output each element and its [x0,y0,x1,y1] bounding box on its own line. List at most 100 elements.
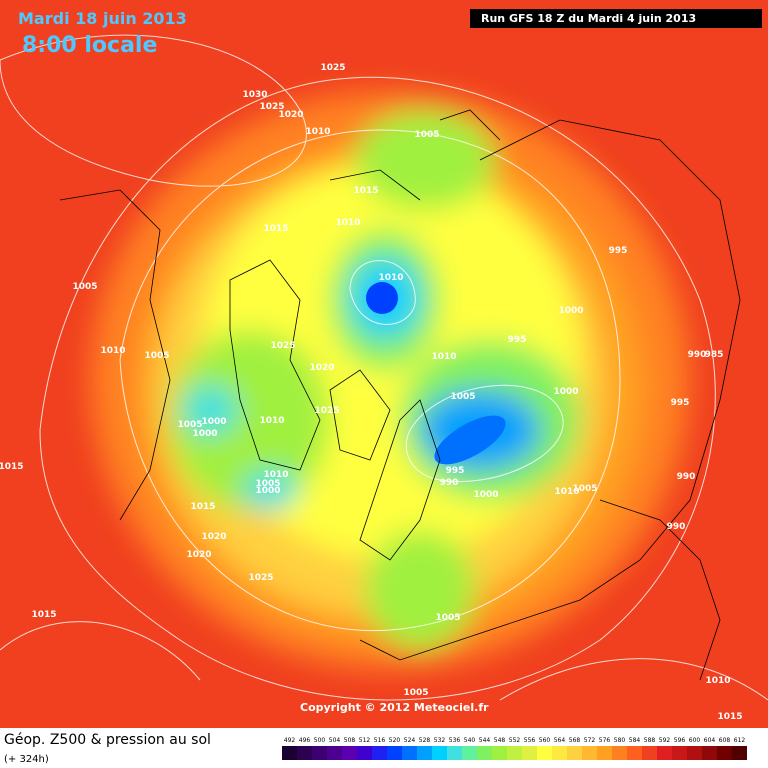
scale-swatch [387,746,402,760]
scale-label: 576 [599,737,611,744]
scale-label: 580 [614,737,626,744]
isobar-label: 1025 [248,573,273,583]
isobar-label: 1030 [242,90,267,100]
isobar-label: 1005 [144,351,169,361]
isobar-label: 995 [609,246,628,256]
scale-swatch [522,746,537,760]
footer-lead: (+ 324h) [4,754,49,765]
isobar-label: 1005 [403,688,428,698]
isobar-label: 1005 [414,130,439,140]
scale-swatch [732,746,747,760]
scale-label: 508 [344,737,356,744]
scale-label: 536 [449,737,461,744]
isobar-label: 1010 [335,218,360,228]
isobar-label: 1010 [259,416,284,426]
scale-label: 564 [554,737,566,744]
scale-swatch [657,746,672,760]
scale-swatch [282,746,297,760]
scale-label: 524 [404,737,416,744]
isobar-label: 1010 [263,470,288,480]
scale-swatch [642,746,657,760]
map-date: Mardi 18 juin 2013 [18,9,187,28]
scale-swatch [402,746,417,760]
scale-swatch [567,746,582,760]
scale-swatch [672,746,687,760]
scale-label: 556 [524,737,536,744]
scale-swatch [687,746,702,760]
isobar-label: 1005 [572,484,597,494]
coastlines [59,109,741,681]
low-core [434,415,506,465]
scale-swatch [417,746,432,760]
scale-swatch [552,746,567,760]
isobar-label: 1015 [353,186,378,196]
isobar-label: 1020 [201,532,226,542]
low-core [366,282,398,314]
scale-label: 500 [314,737,326,744]
scale-label: 548 [494,737,506,744]
scale-label: 596 [674,737,686,744]
scale-swatch [342,746,357,760]
isobar-label: 995 [671,398,690,408]
isobar-label: 1020 [309,363,334,373]
scale-label: 600 [689,737,701,744]
scale-swatch [627,746,642,760]
isobar-label: 1025 [259,102,284,112]
isobar-label: 1010 [378,273,403,283]
isobar-label: 995 [446,466,465,476]
scale-label: 532 [434,737,446,744]
scale-swatch [492,746,507,760]
scale-label: 552 [509,737,521,744]
scale-swatch [372,746,387,760]
isobar-label: 1015 [31,610,56,620]
scale-label: 492 [284,737,296,744]
scale-label: 572 [584,737,596,744]
scale-label: 540 [464,737,476,744]
isobar-label: 1015 [0,462,24,472]
scale-swatch [447,746,462,760]
isobar-label: 1000 [255,486,280,496]
scale-swatch [312,746,327,760]
scale-swatch [717,746,732,760]
scale-swatch [612,746,627,760]
isobar-label: 990 [667,522,686,532]
scale-swatch [702,746,717,760]
isobar-label: 990 [440,478,459,488]
isobar-label: 1010 [305,127,330,137]
scale-label: 608 [719,737,731,744]
scale-label: 588 [644,737,656,744]
scale-label: 516 [374,737,386,744]
isobar-label: 1025 [320,63,345,73]
isobar-label: 1005 [177,420,202,430]
scale-label: 604 [704,737,716,744]
isobar-label: 1015 [190,502,215,512]
isobar-label: 1005 [72,282,97,292]
isobar-label: 1025 [314,406,339,416]
scale-label: 584 [629,737,641,744]
scale-swatch [432,746,447,760]
isobar-label: 1005 [255,479,280,489]
scale-label: 520 [389,737,401,744]
scale-label: 568 [569,737,581,744]
isobar-label: 1000 [192,429,217,439]
isobar-label: 985 [705,350,724,360]
isobar-label: 1010 [431,352,456,362]
scale-label: 528 [419,737,431,744]
isobar-label: 1005 [450,392,475,402]
scale-swatch [582,746,597,760]
scale-swatch [597,746,612,760]
scale-label: 560 [539,737,551,744]
scale-label: 504 [329,737,341,744]
scale-swatch [537,746,552,760]
scale-swatch [462,746,477,760]
scale-swatch [297,746,312,760]
isobar-label: 1025 [270,341,295,351]
scale-swatch [477,746,492,760]
isobar-label: 1015 [717,712,742,722]
isobar-label: 1010 [554,487,579,497]
isobar-label: 1000 [473,490,498,500]
isobars [0,34,768,701]
isobar-label: 1010 [100,346,125,356]
